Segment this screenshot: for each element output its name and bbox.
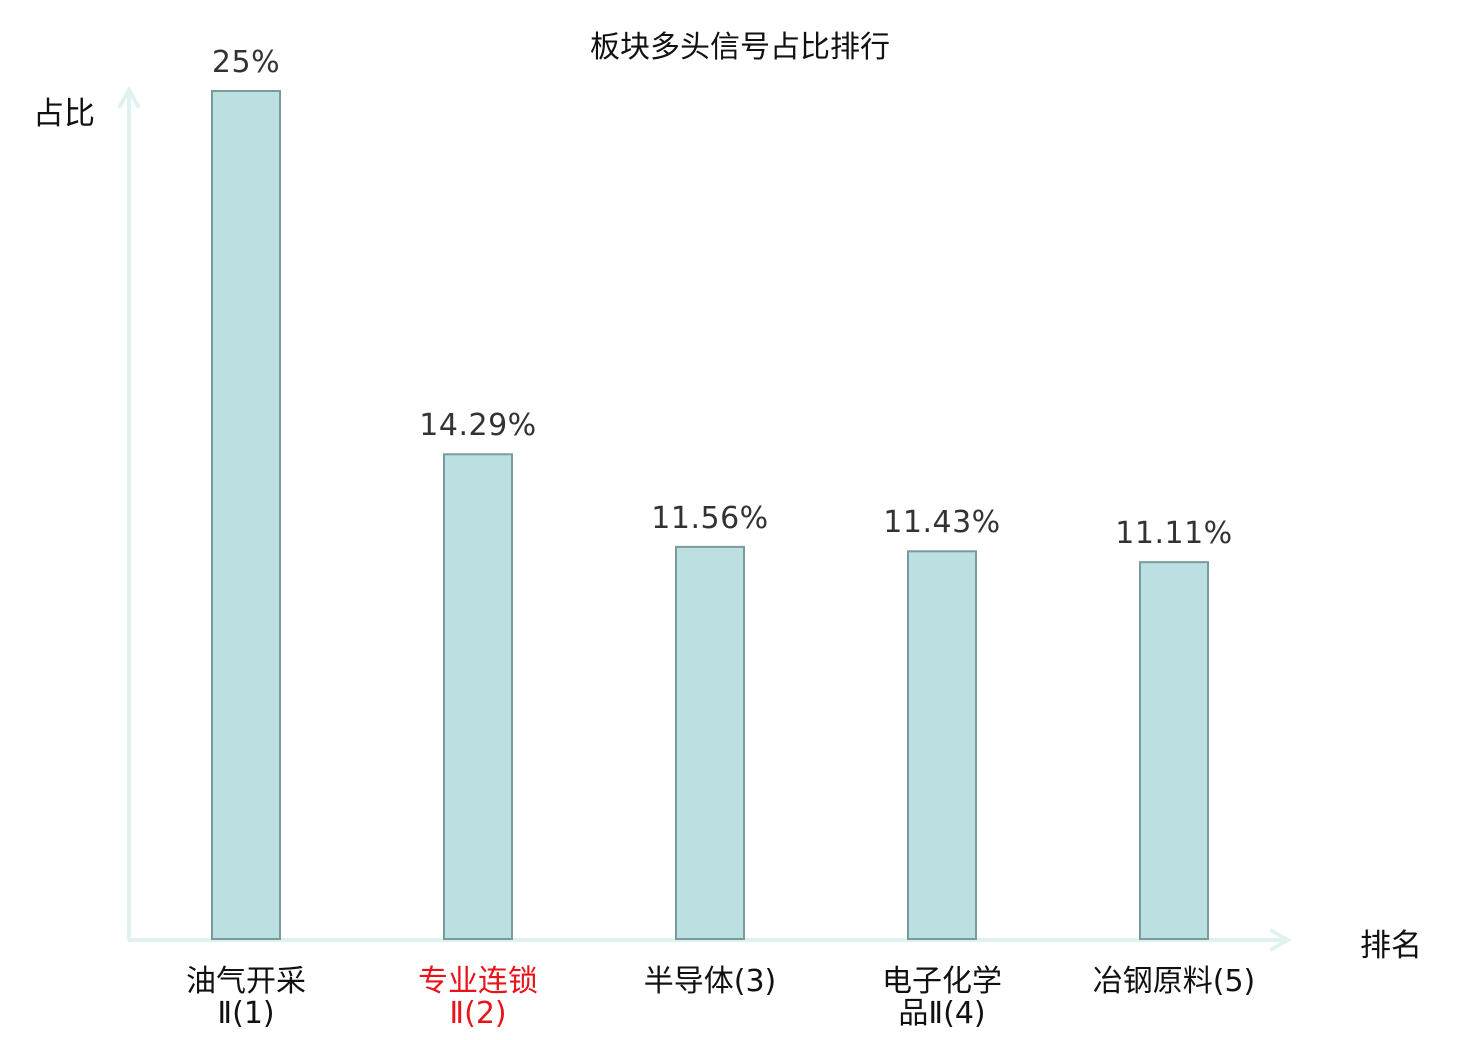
x-tick-label-line2: Ⅱ(2) — [449, 996, 507, 1031]
x-tick-label-line1: 半导体(3) — [643, 964, 777, 999]
data-label-4: 11.43% — [883, 505, 1001, 541]
chart-title: 板块多头信号占比排行 — [590, 30, 890, 65]
x-tick-label-line2: Ⅱ(1) — [217, 996, 275, 1031]
x-tick-label-4: 电子化学 品Ⅱ(4) — [837, 966, 1047, 1030]
data-label-5: 11.11% — [1115, 516, 1233, 552]
x-tick-label-line1: 油气开采 — [186, 964, 306, 999]
x-axis-arrow — [1269, 928, 1293, 952]
x-tick-label-5: 冶钢原料(5) — [1069, 966, 1279, 998]
y-axis-label: 占比 — [33, 96, 95, 132]
x-tick-label-1: 油气开采 Ⅱ(1) — [141, 966, 351, 1030]
y-axis-arrow — [117, 85, 141, 109]
data-label-2: 14.29% — [419, 408, 537, 444]
bar-4 — [907, 550, 977, 940]
x-tick-label-3: 半导体(3) — [605, 966, 815, 998]
data-label-1: 25% — [211, 45, 281, 80]
x-tick-label-line1: 专业连锁 — [418, 964, 538, 999]
bar-3 — [675, 545, 745, 941]
bar-2 — [443, 453, 513, 940]
x-axis-label: 排名 — [1360, 928, 1422, 964]
x-tick-label-line2: 品Ⅱ(4) — [898, 996, 986, 1031]
data-label-3: 11.56% — [651, 500, 769, 536]
x-tick-label-line1: 电子化学 — [882, 964, 1002, 999]
x-tick-label-2: 专业连锁 Ⅱ(2) — [373, 966, 583, 1030]
bar-5 — [1139, 561, 1209, 940]
bar-1 — [211, 90, 281, 940]
x-tick-label-line1: 冶钢原料(5) — [1092, 964, 1256, 999]
